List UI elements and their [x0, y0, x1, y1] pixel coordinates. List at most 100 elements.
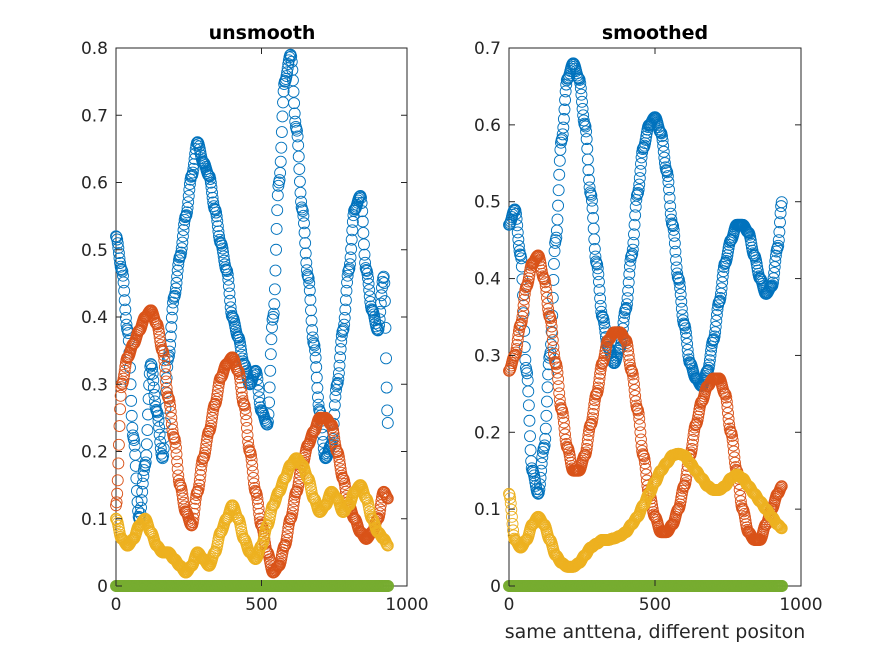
- data-point: [533, 483, 546, 496]
- data-point: [204, 176, 217, 189]
- data-point: [534, 478, 546, 491]
- data-point: [591, 384, 604, 397]
- data-point: [773, 225, 786, 238]
- data-point: [234, 371, 246, 384]
- data-point: [296, 205, 309, 218]
- data-point: [114, 389, 127, 402]
- data-point: [381, 491, 394, 504]
- data-point: [536, 517, 549, 530]
- data-point: [292, 480, 305, 493]
- data-point: [153, 327, 166, 339]
- data-point: [543, 311, 556, 323]
- data-point: [205, 416, 218, 428]
- data-point: [183, 178, 196, 191]
- data-point: [120, 318, 133, 331]
- data-point: [675, 302, 688, 315]
- data-point: [535, 464, 548, 477]
- data-point: [580, 133, 593, 146]
- data-point: [365, 303, 378, 316]
- data-point: [380, 381, 393, 394]
- data-point: [522, 385, 535, 398]
- data-point: [658, 151, 671, 164]
- data-point: [534, 471, 547, 484]
- data-point: [663, 183, 675, 196]
- data-point: [648, 510, 661, 523]
- data-point: [772, 239, 785, 252]
- data-point: [135, 501, 147, 514]
- series-3: [110, 452, 394, 579]
- data-point: [542, 303, 555, 316]
- data-point: [254, 540, 267, 553]
- data-point: [580, 446, 593, 459]
- data-point: [622, 276, 635, 289]
- data-point: [688, 424, 701, 437]
- data-point: [146, 367, 159, 380]
- y-tick-label: 0.6: [81, 174, 108, 194]
- data-point: [169, 441, 182, 454]
- data-point: [362, 272, 374, 285]
- left-axes-marks: [110, 48, 395, 592]
- data-point: [284, 49, 296, 62]
- data-point: [118, 369, 131, 381]
- data-point: [252, 497, 264, 510]
- data-point: [312, 391, 324, 404]
- data-point: [111, 474, 124, 487]
- data-point: [550, 361, 563, 374]
- data-point: [251, 373, 264, 386]
- data-point: [261, 416, 274, 428]
- data-point: [560, 78, 573, 91]
- data-point: [240, 422, 253, 434]
- data-point: [552, 199, 565, 212]
- data-point: [539, 432, 552, 445]
- data-point: [593, 284, 606, 297]
- data-point: [306, 331, 319, 344]
- data-point: [186, 166, 199, 179]
- data-point: [265, 333, 278, 346]
- data-point: [632, 183, 645, 196]
- data-point: [152, 323, 165, 336]
- series-4: [110, 580, 395, 592]
- data-point: [673, 277, 686, 289]
- data-point: [309, 351, 322, 364]
- data-point: [667, 220, 680, 233]
- data-point: [723, 418, 736, 431]
- data-point: [623, 268, 636, 281]
- data-point: [548, 257, 560, 270]
- data-point: [132, 325, 145, 338]
- series-3: [503, 447, 788, 573]
- data-point: [187, 162, 200, 175]
- y-tick-label: 0.8: [81, 39, 108, 59]
- data-point: [381, 539, 394, 551]
- data-point: [557, 121, 570, 134]
- data-point: [345, 233, 358, 246]
- data-point: [113, 420, 126, 433]
- data-point: [233, 368, 246, 380]
- data-point: [355, 191, 367, 204]
- data-point: [674, 288, 687, 301]
- data-point: [621, 298, 633, 311]
- data-point: [173, 251, 186, 264]
- data-point: [552, 373, 565, 385]
- data-point: [736, 502, 748, 515]
- y-tick-label: 0: [97, 577, 108, 597]
- y-tick-label: 0.6: [474, 116, 501, 136]
- data-point: [587, 408, 600, 420]
- data-point: [664, 200, 677, 213]
- left-axes-ticks: 0 0.1 0.2 0.3 0.4 0.5 0.6 0.7 0.8 0 500 1000: [81, 39, 429, 615]
- data-point: [125, 394, 138, 407]
- data-point: [633, 412, 646, 425]
- data-point: [586, 202, 599, 215]
- data-point: [338, 318, 351, 331]
- data-point: [156, 344, 169, 357]
- data-point: [161, 390, 174, 403]
- data-point: [245, 453, 258, 466]
- data-point: [736, 503, 749, 516]
- data-point: [236, 391, 249, 404]
- data-point: [560, 440, 573, 453]
- data-point: [246, 465, 259, 478]
- data-point: [741, 225, 754, 238]
- data-point: [591, 262, 604, 275]
- data-point: [622, 349, 635, 362]
- data-point: [250, 368, 263, 381]
